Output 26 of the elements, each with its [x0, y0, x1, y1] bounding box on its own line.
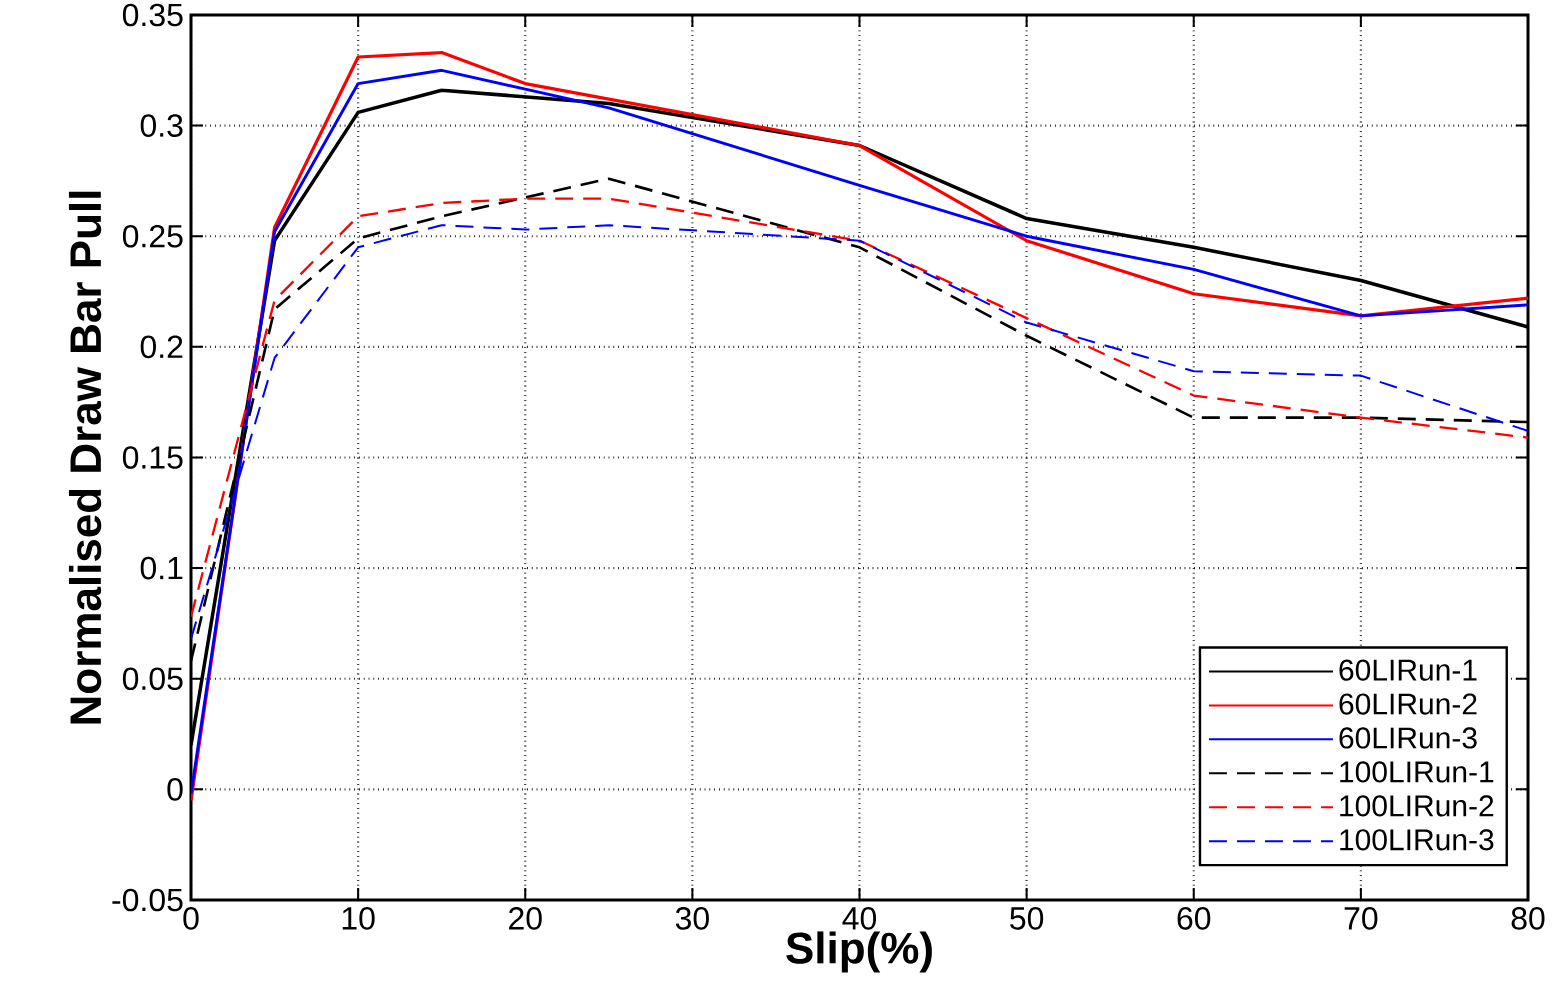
y-tick-label: -0.05: [112, 888, 183, 912]
y-tick-label: 0.15: [122, 446, 183, 469]
legend-label: 100LIRun-3: [1340, 829, 1494, 851]
legend-label: 100LIRun-1: [1340, 761, 1494, 783]
legend-label: 100LIRun-2: [1340, 795, 1494, 817]
x-tick-label: 0: [183, 907, 199, 930]
y-tick-label: 0.2: [140, 335, 183, 359]
x-tick-label: 20: [509, 907, 542, 930]
x-tick-label: 30: [675, 907, 709, 930]
y-tick-label: 0.25: [122, 224, 183, 248]
x-axis-title: Slip(%): [786, 931, 932, 973]
y-tick-label: 0.35: [122, 3, 183, 27]
y-tick-label: 0.1: [140, 556, 183, 580]
y-tick-label: 0.05: [122, 667, 183, 691]
x-tick-label: 40: [842, 907, 877, 930]
legend-label: 60LIRun-2: [1339, 693, 1477, 715]
x-tick-label: 50: [1010, 907, 1044, 930]
x-tick-label: 60: [1177, 907, 1211, 930]
x-tick-label: 10: [342, 907, 375, 930]
y-tick-label: 0.3: [140, 114, 183, 137]
x-tick-label: 70: [1344, 907, 1378, 930]
y-axis-title: Normalised Draw Bar Pull: [68, 191, 102, 724]
legend-label: 60LIRun-3: [1339, 727, 1477, 749]
y-tick-label: 0: [167, 778, 183, 801]
legend-label: 60LIRun-1: [1339, 659, 1477, 681]
x-tick-label: 80: [1511, 907, 1545, 930]
